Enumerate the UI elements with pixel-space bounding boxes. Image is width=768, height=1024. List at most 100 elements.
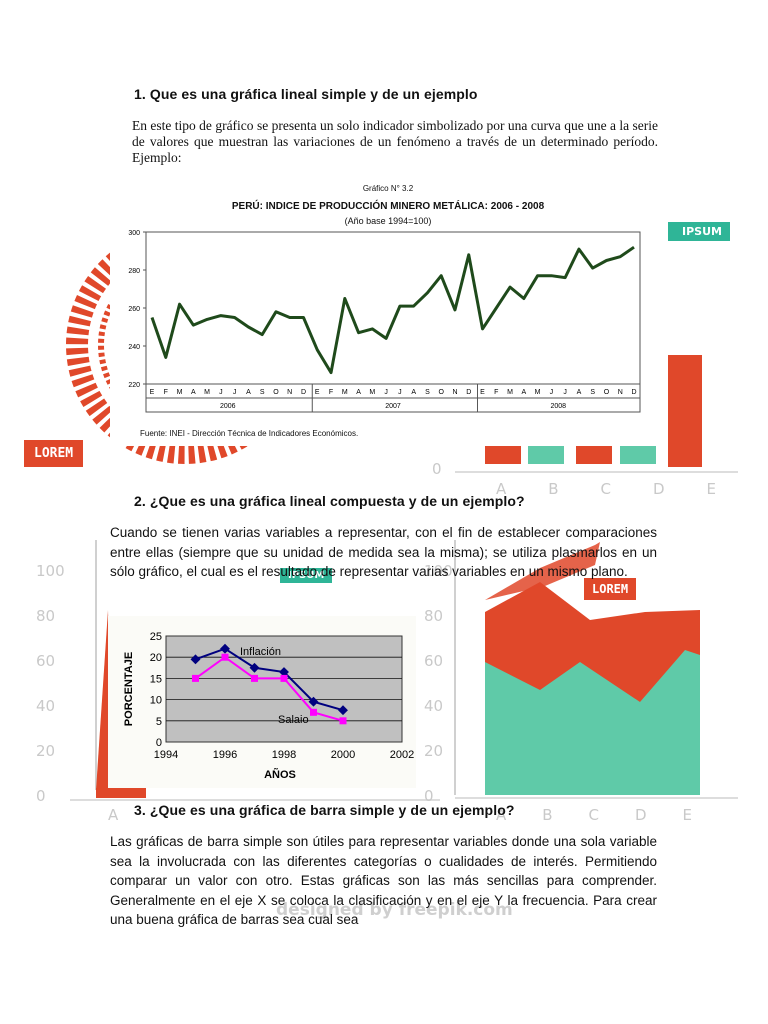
series-line [194, 655, 344, 722]
x-month-label: J [563, 389, 567, 396]
annotation-label: Salaio [278, 714, 309, 726]
left-tick: 0 [36, 787, 46, 805]
series-point [190, 654, 201, 665]
x-tick-label: 1994 [154, 749, 178, 761]
y-tick-label: 260 [128, 306, 140, 313]
series-point [221, 653, 229, 661]
letter-label: D [652, 480, 665, 498]
y-tick-label: 25 [150, 631, 162, 643]
series-point [310, 708, 317, 716]
top-right-letters: A B C D E [496, 480, 716, 498]
y-tick-label: 15 [150, 673, 162, 685]
left-tick: 40 [36, 697, 56, 715]
y-axis-label: PORCENTAJE [123, 652, 135, 726]
letter-label: A [496, 480, 507, 498]
ipsum-tag: IPSUM [668, 222, 730, 241]
y-tick-label: 20 [150, 652, 162, 664]
x-month-label: J [233, 389, 237, 396]
x-tick-label: 2000 [331, 749, 355, 761]
y-tick-label: 300 [128, 230, 140, 237]
letter-label: E [706, 480, 716, 498]
x-month-label: N [452, 389, 457, 396]
letter-label: D [634, 806, 647, 824]
x-month-label: A [191, 389, 196, 396]
figure-1: Gráfico N° 3.2 PERÚ: INDICE DE PRODUCCIÓ… [110, 178, 666, 446]
watermark: designed by freepik.com [276, 900, 513, 920]
x-month-label: A [521, 389, 526, 396]
x-month-label: O [604, 389, 610, 396]
y-tick-label: 10 [150, 695, 162, 707]
letter-label: C [588, 806, 599, 824]
x-year-label: 2006 [220, 403, 236, 410]
letter-label: A [496, 806, 507, 824]
letter-label: B [548, 480, 559, 498]
right-area-chart-decoration [454, 540, 738, 799]
letter-label: C [600, 480, 611, 498]
right-tick: 20 [424, 742, 444, 760]
series-line [150, 245, 635, 375]
lorem-tag-2: LOREM [584, 578, 637, 600]
ipsum-tag-2: IPSUM [280, 568, 333, 583]
x-year-label: 2007 [385, 403, 401, 410]
x-month-label: S [260, 389, 265, 396]
right-tick: 60 [424, 652, 444, 670]
x-month-label: M [369, 389, 375, 396]
right-tick: 100 [424, 562, 453, 580]
x-month-label: N [287, 389, 292, 396]
x-month-label: A [356, 389, 361, 396]
x-month-label: J [219, 389, 223, 396]
x-month-label: J [398, 389, 402, 396]
series-point [339, 717, 347, 725]
figure-2: 0 5 10 15 20 25 1994 1996 1998 2000 2002 AÑOS PORCEN… [108, 616, 416, 788]
x-month-label: J [384, 389, 388, 396]
y-tick-label: 220 [128, 382, 140, 389]
right-tick: 0 [424, 787, 434, 805]
x-month-label: A [246, 389, 251, 396]
series-line [195, 647, 344, 712]
series-point [280, 674, 288, 682]
x-month-label: J [550, 389, 554, 396]
x-month-label: S [590, 389, 595, 396]
x-month-label: M [204, 389, 210, 396]
bottom-left-letter: A [108, 806, 119, 824]
x-month-label: A [577, 389, 582, 396]
section-3-paragraph: Las gráficas de barra simple son útiles … [110, 834, 657, 927]
chart-2: 0 5 10 15 20 25 1994 1996 1998 2000 2002 AÑOS PORCEN… [123, 631, 414, 781]
left-tick: 20 [36, 742, 56, 760]
plot-area [145, 231, 641, 385]
annotation-label: Inflación [240, 646, 281, 658]
x-month-label: F [329, 389, 333, 396]
x-month-label: M [342, 389, 348, 396]
x-axis-label: AÑOS [264, 768, 296, 781]
figure-1-subtitle: (Año base 1994=100) [344, 216, 432, 226]
x-month-label: O [438, 389, 444, 396]
left-tick: 60 [36, 652, 56, 670]
figure-1-source: Fuente: INEI - Dirección Técnica de Indi… [140, 429, 359, 438]
x-month-label: E [480, 389, 485, 396]
bottom-right-letters: A B C D E [496, 806, 692, 824]
y-tick-label: 0 [156, 737, 162, 749]
letter-label: E [682, 806, 692, 824]
x-month-label: D [631, 389, 636, 396]
series-point [192, 674, 199, 682]
chart-1: 220 240 260 280 300 E F M A M J J A S O N D E F M A M J J A S O N D E… [128, 230, 641, 413]
x-month-label: O [273, 389, 279, 396]
figure-1-title: PERÚ: INDICE DE PRODUCCIÓN MINERO METÁLI… [231, 201, 545, 212]
section-1-paragraph: En este tipo de gráfico se presenta un s… [132, 118, 658, 165]
lorem-tag: LOREM [24, 440, 84, 467]
x-month-label: E [315, 389, 320, 396]
x-month-label: D [301, 389, 306, 396]
series-point [251, 674, 258, 682]
x-tick-label: 1996 [213, 749, 237, 761]
section-1-heading: 1. Que es una gráfica lineal simple y de… [134, 86, 478, 102]
x-month-label: F [494, 389, 498, 396]
right-tick: 40 [424, 697, 444, 715]
x-month-label: M [177, 389, 183, 396]
x-year-label: 2008 [550, 403, 566, 410]
left-axis-ticks: 100 80 60 40 20 0 [36, 562, 66, 807]
x-month-label: A [411, 389, 416, 396]
y-tick-label: 280 [128, 268, 140, 275]
x-month-label: D [466, 389, 471, 396]
section-2-heading: 2. ¿Que es una gráfica lineal compuesta … [134, 493, 525, 509]
right-tick: 80 [424, 607, 444, 625]
